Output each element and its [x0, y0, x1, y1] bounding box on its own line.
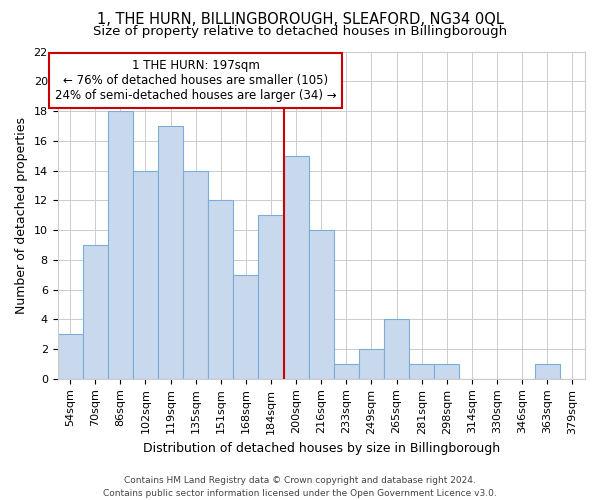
X-axis label: Distribution of detached houses by size in Billingborough: Distribution of detached houses by size …	[143, 442, 500, 455]
Bar	[183, 170, 208, 379]
Bar	[384, 320, 409, 379]
Bar	[259, 215, 284, 379]
Text: 1, THE HURN, BILLINGBOROUGH, SLEAFORD, NG34 0QL: 1, THE HURN, BILLINGBOROUGH, SLEAFORD, N…	[97, 12, 503, 28]
Text: 1 THE HURN: 197sqm
← 76% of detached houses are smaller (105)
24% of semi-detach: 1 THE HURN: 197sqm ← 76% of detached hou…	[55, 59, 337, 102]
Y-axis label: Number of detached properties: Number of detached properties	[15, 116, 28, 314]
Bar	[334, 364, 359, 379]
Bar	[108, 111, 133, 379]
Bar	[535, 364, 560, 379]
Text: Size of property relative to detached houses in Billingborough: Size of property relative to detached ho…	[93, 25, 507, 38]
Bar	[58, 334, 83, 379]
Bar	[359, 349, 384, 379]
Bar	[83, 245, 108, 379]
Bar	[309, 230, 334, 379]
Bar	[434, 364, 460, 379]
Bar	[284, 156, 309, 379]
Bar	[158, 126, 183, 379]
Bar	[133, 170, 158, 379]
Bar	[208, 200, 233, 379]
Text: Contains HM Land Registry data © Crown copyright and database right 2024.
Contai: Contains HM Land Registry data © Crown c…	[103, 476, 497, 498]
Bar	[233, 274, 259, 379]
Bar	[409, 364, 434, 379]
